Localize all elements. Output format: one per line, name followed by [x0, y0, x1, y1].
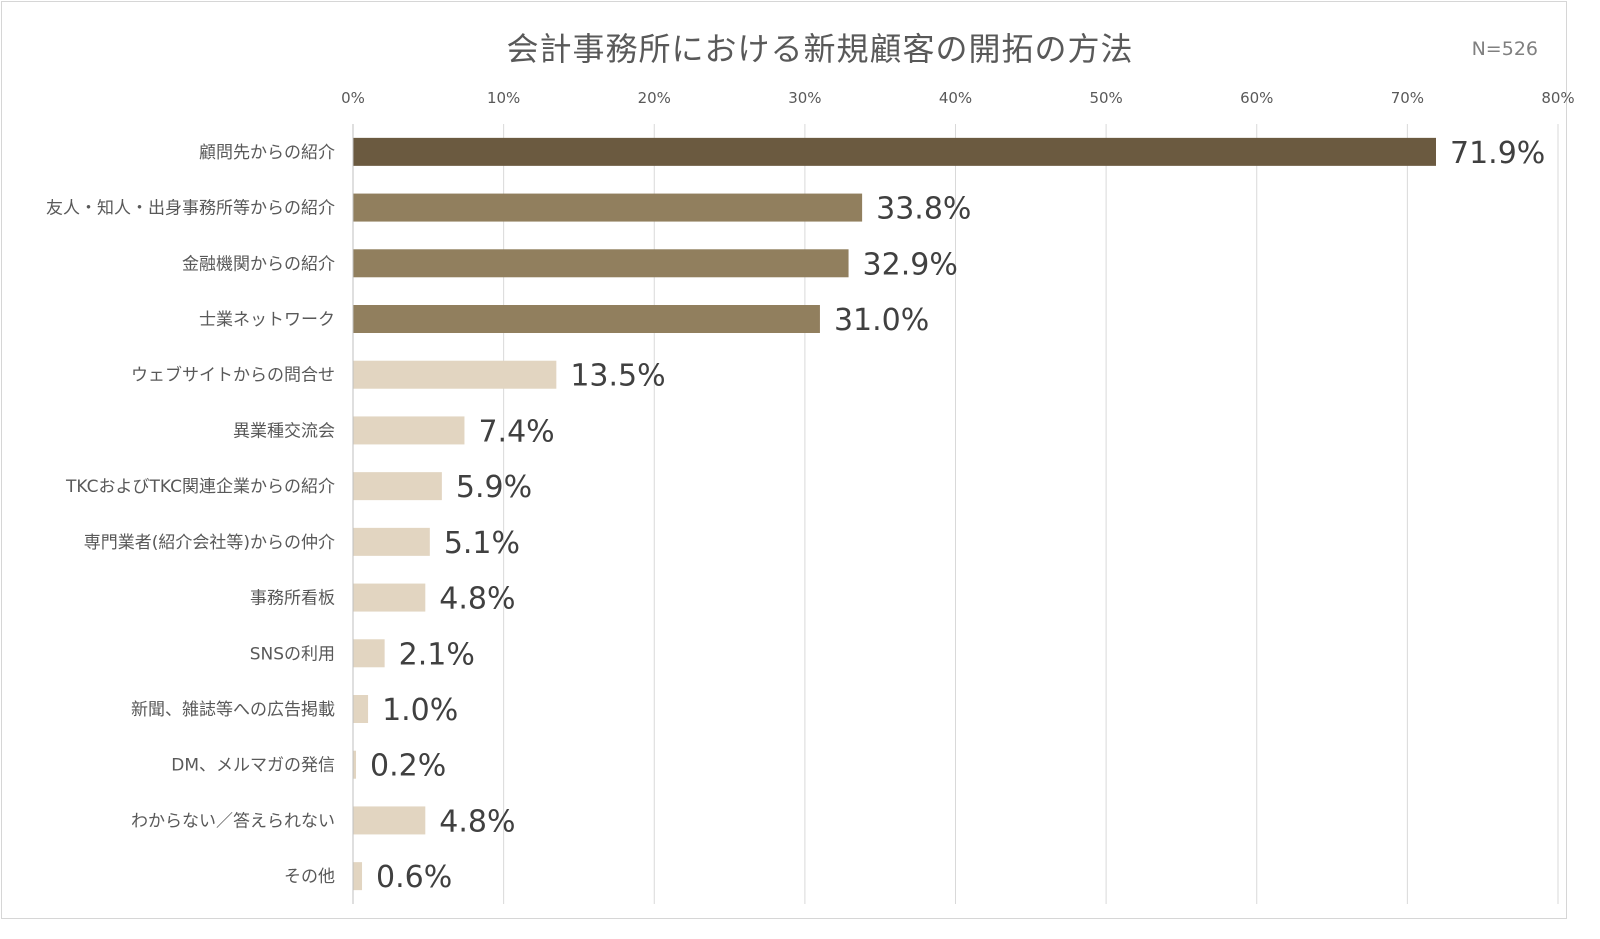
- bar: [353, 583, 426, 612]
- category-label: その他: [284, 867, 335, 887]
- sample-size-label: N=526: [1471, 38, 1538, 60]
- x-tick-label: 30%: [788, 89, 821, 107]
- bar: [353, 639, 385, 668]
- data-label: 32.9%: [863, 247, 958, 282]
- category-label: 新聞、雑誌等への広告掲載: [131, 700, 335, 720]
- category-label: DM、メルマガの発信: [171, 756, 335, 776]
- data-label: 4.8%: [439, 582, 515, 617]
- x-tick-label: 40%: [939, 89, 972, 107]
- x-tick-label: 80%: [1541, 89, 1574, 107]
- data-label: 31.0%: [834, 303, 929, 338]
- x-tick-label: 60%: [1240, 89, 1273, 107]
- category-label: 金融機関からの紹介: [182, 254, 335, 274]
- data-label: 5.9%: [456, 470, 532, 505]
- category-label: SNSの利用: [250, 644, 335, 664]
- data-label: 13.5%: [570, 359, 665, 394]
- bar: [353, 137, 1436, 166]
- bar: [353, 360, 557, 389]
- x-tick-label: 0%: [341, 89, 365, 107]
- bar: [353, 527, 430, 556]
- data-label: 4.8%: [439, 804, 515, 839]
- x-tick-label: 10%: [487, 89, 520, 107]
- category-label: 事務所看板: [250, 589, 335, 609]
- data-label: 33.8%: [876, 192, 971, 227]
- data-label: 0.6%: [376, 860, 452, 895]
- x-tick-label: 70%: [1391, 89, 1424, 107]
- category-label: 顧問先からの紹介: [199, 143, 335, 163]
- chart-title: 会計事務所における新規顧客の開拓の方法: [506, 30, 1134, 68]
- bar: [353, 472, 442, 501]
- bar: [353, 862, 363, 891]
- bar: [353, 416, 465, 445]
- bar: [353, 305, 820, 333]
- x-tick-label: 50%: [1089, 89, 1122, 107]
- category-label: わからない／答えられない: [131, 811, 335, 831]
- data-label: 5.1%: [444, 526, 520, 561]
- category-label: 異業種交流会: [233, 421, 335, 441]
- bar: [353, 249, 849, 278]
- bar: [353, 750, 357, 779]
- data-label: 2.1%: [399, 637, 475, 672]
- data-label: 0.2%: [370, 749, 446, 784]
- category-label: ウェブサイトからの問合せ: [131, 365, 335, 386]
- x-tick-label: 20%: [638, 89, 671, 107]
- data-label: 1.0%: [382, 693, 458, 728]
- category-label: 友人・知人・出身事務所等からの紹介: [46, 199, 335, 219]
- bar: [353, 695, 369, 723]
- bar: [353, 806, 426, 835]
- category-label: 専門業者(紹介会社等)からの仲介: [84, 533, 335, 553]
- category-label: TKCおよびTKC関連企業からの紹介: [65, 477, 335, 497]
- data-label: 71.9%: [1450, 136, 1545, 171]
- bar: [353, 193, 863, 222]
- category-label: 士業ネットワーク: [199, 310, 335, 330]
- data-label: 7.4%: [478, 414, 554, 449]
